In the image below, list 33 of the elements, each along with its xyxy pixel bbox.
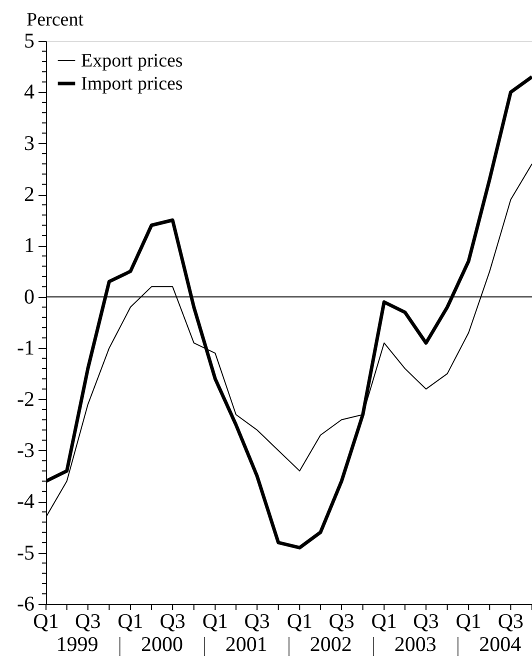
x-tick-label: Q3: [75, 609, 101, 633]
x-tick-label: Q1: [202, 609, 228, 633]
x-tick-label: Q1: [286, 609, 312, 633]
y-tick-label: 5: [24, 28, 34, 52]
y-tick-label: 1: [24, 233, 34, 258]
y-tick-label: -1: [17, 336, 34, 360]
y-tick-label: -5: [17, 540, 34, 564]
x-tick-label: Q3: [244, 609, 270, 633]
x-tick-label: Q3: [498, 609, 524, 633]
x-tick-label: Q1: [456, 609, 482, 633]
text: 2000: [140, 632, 183, 656]
y-tick-label: 4: [24, 80, 35, 104]
y-tick-label: -4: [17, 489, 35, 514]
x-tick-label: Q3: [413, 609, 439, 633]
legend-label: Export prices: [81, 50, 183, 72]
y-tick-label: 3: [24, 130, 34, 155]
x-tick-label: Q3: [160, 609, 186, 633]
y-tick-label: 0: [24, 284, 34, 308]
text: 2001: [225, 632, 268, 656]
legend-label: Import prices: [81, 74, 183, 94]
text: 2002: [310, 632, 352, 656]
x-tick-label: Q1: [33, 609, 59, 633]
y-tick-label: 2: [24, 182, 34, 206]
text: 2004: [479, 632, 522, 656]
x-tick-label: Q1: [118, 609, 144, 633]
y-tick-label: -3: [17, 438, 34, 462]
text: 2003: [394, 632, 436, 656]
text: 1999: [56, 632, 98, 656]
x-tick-label: Q3: [328, 609, 354, 633]
y-axis-title: Percent: [26, 10, 84, 30]
y-tick-label: -2: [17, 386, 34, 411]
x-tick-label: Q1: [371, 609, 397, 633]
y-tick-label: -6: [17, 592, 34, 616]
